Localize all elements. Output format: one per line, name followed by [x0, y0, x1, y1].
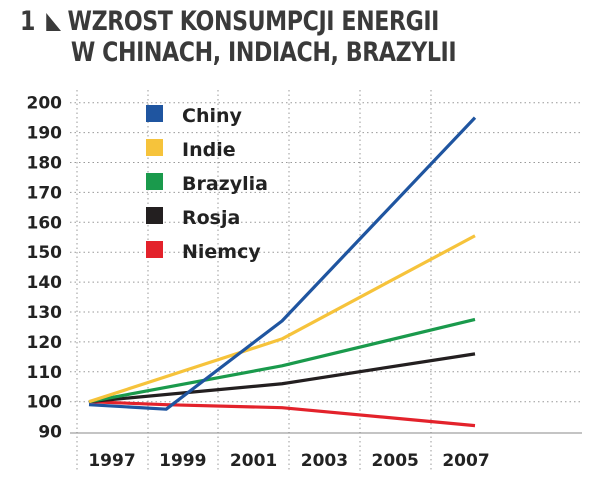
- x-tick-label: 1997: [88, 451, 135, 471]
- x-tick-label: 2003: [301, 451, 348, 471]
- y-tick-label: 190: [27, 124, 63, 144]
- title-line-2: W CHINACH, INDIACH, BRAZYLII: [70, 37, 457, 68]
- chart-title: 1 WZROST KONSUMPCJI ENERGII W CHINACH, IN…: [20, 6, 457, 68]
- legend-label: Indie: [182, 139, 236, 161]
- series-line-chiny: [88, 116, 477, 411]
- y-tick-label: 200: [27, 94, 63, 114]
- legend-label: Brazylia: [182, 173, 268, 195]
- series-line-rosja: [88, 352, 476, 404]
- triangle-icon: [46, 13, 61, 31]
- y-tick-label: 110: [27, 363, 63, 383]
- series-line-brazylia: [88, 317, 476, 404]
- y-tick-label: 180: [27, 154, 63, 174]
- legend-label: Niemcy: [182, 241, 261, 263]
- x-tick-label: 1999: [159, 451, 206, 471]
- legend-swatch: [146, 105, 163, 122]
- y-tick-label: 160: [27, 213, 63, 233]
- x-tick-label: 2005: [372, 451, 419, 471]
- y-tick-label: 140: [27, 273, 63, 293]
- series-line-niemcy: [88, 400, 476, 428]
- y-tick-label: 120: [27, 333, 63, 353]
- x-tick-label: 2001: [230, 451, 277, 471]
- y-tick-label: 150: [27, 243, 63, 263]
- legend-swatch: [146, 139, 163, 156]
- legend-swatch: [146, 241, 163, 258]
- y-tick-label: 100: [27, 393, 63, 413]
- legend-label: Chiny: [182, 105, 243, 127]
- chart-number: 1: [20, 6, 36, 37]
- legend-swatch: [146, 173, 163, 190]
- y-tick-label: 90: [38, 423, 62, 443]
- x-tick-label: 2007: [442, 451, 489, 471]
- legend-swatch: [146, 207, 163, 224]
- y-tick-label: 130: [27, 303, 63, 323]
- legend-label: Rosja: [182, 207, 240, 229]
- y-tick-label: 170: [27, 183, 63, 203]
- series-line-indie: [88, 234, 476, 404]
- title-line-1: WZROST KONSUMPCJI ENERGII: [67, 6, 440, 37]
